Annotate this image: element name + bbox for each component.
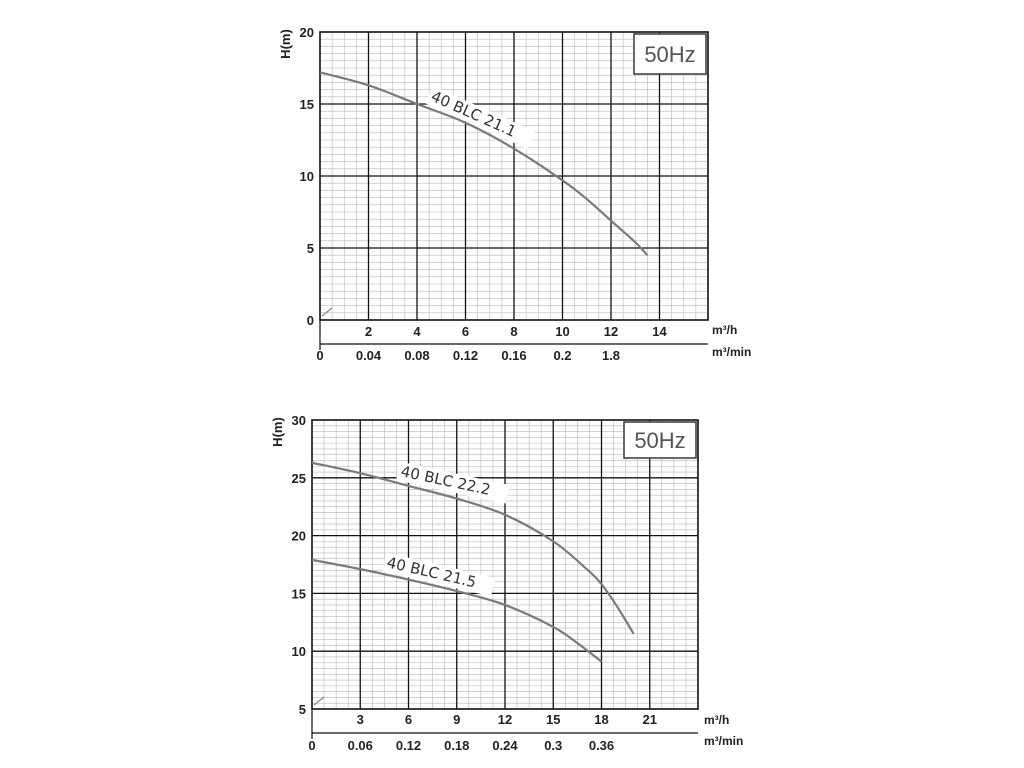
y-tick-label: 30 (292, 413, 306, 428)
x2-tick-label: 0.16 (501, 348, 526, 363)
y-tick-label: 10 (300, 169, 314, 184)
y-tick-label: 15 (292, 586, 306, 601)
x-tick-label: 18 (594, 712, 608, 727)
x-unit-label: m³/h (712, 323, 737, 337)
x2-tick-label: 0.04 (356, 348, 382, 363)
x-tick-label: 8 (510, 324, 517, 339)
curve-label-group: 40 BLC 21.5 (381, 552, 496, 597)
curve-40-blc-21-5 (311, 558, 603, 663)
pump-chart-bottom: 5 10 15 20 25 30 H(m) 3 6 9 12 15 18 21 m³/h 0 0.06 0.12 0… (270, 413, 743, 753)
x-tick-label: 9 (453, 712, 460, 727)
x-tick-label: 12 (604, 324, 618, 339)
y-tick-label: 20 (300, 25, 314, 40)
curve-label-bg (381, 552, 496, 597)
x2-tick-label: 0.06 (348, 738, 373, 753)
x2-tick-label: 0.24 (492, 738, 518, 753)
x-tick-label: 14 (652, 324, 667, 339)
x2-tick-label: 0.2 (553, 348, 571, 363)
x2-tick-label: 0.12 (396, 738, 421, 753)
x-tick-label: 15 (546, 712, 560, 727)
x-tick-label: 2 (365, 324, 372, 339)
curve-label-bg (425, 85, 536, 149)
frequency-badge-label: 50Hz (644, 42, 695, 67)
x-tick-label: 4 (413, 324, 421, 339)
x2-unit-label: m³/min (704, 734, 743, 748)
curve-40-blc-22-2 (311, 461, 635, 635)
plot-frame (311, 419, 699, 710)
x-tick-label: 6 (462, 324, 469, 339)
y-axis-label: H(m) (278, 29, 293, 59)
x-tick-label: 12 (498, 712, 512, 727)
y-tick-label: 25 (292, 471, 306, 486)
x2-tick-label: 1.8 (602, 348, 620, 363)
frequency-badge (623, 421, 697, 459)
x2-tick-label: 0 (308, 738, 315, 753)
x2-tick-label: 0.36 (589, 738, 614, 753)
curve-40-blc-21-1 (319, 71, 649, 256)
x-unit-label: m³/h (704, 713, 729, 727)
frequency-badge-label: 50Hz (634, 428, 685, 453)
x2-tick-label: 0.3 (544, 738, 562, 753)
frequency-badge (633, 33, 707, 75)
y-tick-label: 10 (292, 644, 306, 659)
x2-tick-label: 0 (316, 348, 323, 363)
origin-mark (313, 696, 325, 706)
x2-unit-label: m³/min (712, 345, 751, 359)
x-tick-label: 6 (405, 712, 412, 727)
x2-tick-label: 0.12 (453, 348, 478, 363)
y-tick-label: 20 (292, 529, 306, 544)
x2-tick-label: 0.18 (444, 738, 469, 753)
y-tick-label: 0 (307, 313, 314, 328)
y-axis-label: H(m) (270, 417, 285, 447)
y-tick-label: 15 (300, 97, 314, 112)
y-tick-label: 5 (307, 241, 314, 256)
x-tick-label: 10 (555, 324, 569, 339)
x2-tick-label: 0.08 (404, 348, 429, 363)
x-tick-label: 3 (357, 712, 364, 727)
major-grid (320, 32, 708, 320)
curve-label-group: 40 BLC 21.1 (425, 85, 536, 149)
curve-label-bg (396, 461, 510, 504)
curve-label: 40 BLC 22.2 (399, 462, 492, 499)
plot-frame (319, 31, 709, 321)
pump-chart-top: 0 5 10 15 20 H(m) 2 4 6 8 10 12 14 m³/h 0 0.04 0.08 0.12 0… (278, 25, 751, 363)
x-tick-label: 21 (643, 712, 657, 727)
y-tick-label: 5 (299, 702, 306, 717)
origin-mark (321, 307, 333, 317)
